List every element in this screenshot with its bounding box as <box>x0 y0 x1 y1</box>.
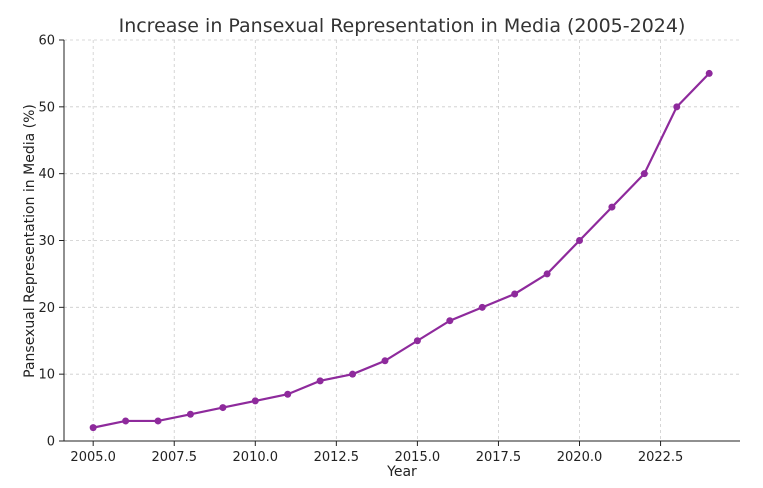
data-point <box>154 417 162 425</box>
x-tick-label: 2010.0 <box>233 450 279 465</box>
data-point <box>446 317 454 325</box>
series-group <box>89 69 713 432</box>
data-point <box>511 290 519 298</box>
data-point <box>349 370 357 378</box>
data-point <box>89 424 97 432</box>
x-tick-label: 2020.0 <box>557 450 603 465</box>
data-point <box>478 303 486 311</box>
chart-title: Increase in Pansexual Representation in … <box>119 15 686 37</box>
y-tick-label: 60 <box>38 34 55 49</box>
data-point <box>251 397 259 405</box>
y-tick-label: 30 <box>38 234 55 249</box>
data-point <box>284 390 292 398</box>
x-tick-label: 2007.5 <box>151 450 197 465</box>
y-axis-label: Pansexual Representation in Media (%) <box>22 104 38 378</box>
data-point <box>608 203 616 211</box>
x-axis-ticks: 2005.0 2007.5 2010.0 2012.5 2015.0 2017.5 2020… <box>70 441 683 465</box>
grid <box>64 39 740 442</box>
x-tick-label: 2012.5 <box>314 450 360 465</box>
series-line <box>92 72 710 429</box>
data-point <box>705 69 713 77</box>
data-point <box>219 404 227 412</box>
data-point <box>122 417 130 425</box>
y-tick-label: 20 <box>38 301 55 316</box>
y-tick-label: 0 <box>47 435 55 450</box>
data-point <box>413 337 421 345</box>
data-point <box>576 237 584 244</box>
x-axis-label: Year <box>386 464 417 480</box>
data-point <box>673 103 681 111</box>
y-tick-label: 50 <box>38 100 55 115</box>
x-tick-label: 2005.0 <box>70 450 116 465</box>
data-point <box>316 377 324 385</box>
x-tick-label: 2022.5 <box>638 450 684 465</box>
y-axis-ticks: 0 10 20 30 40 50 60 <box>38 34 64 450</box>
data-point <box>186 410 194 418</box>
x-tick-label: 2017.5 <box>476 450 522 465</box>
y-tick-label: 10 <box>38 368 55 383</box>
data-point <box>381 357 389 365</box>
data-point <box>640 170 648 178</box>
y-tick-label: 40 <box>38 167 55 182</box>
x-tick-label: 2015.0 <box>395 450 441 465</box>
data-point <box>543 270 551 278</box>
